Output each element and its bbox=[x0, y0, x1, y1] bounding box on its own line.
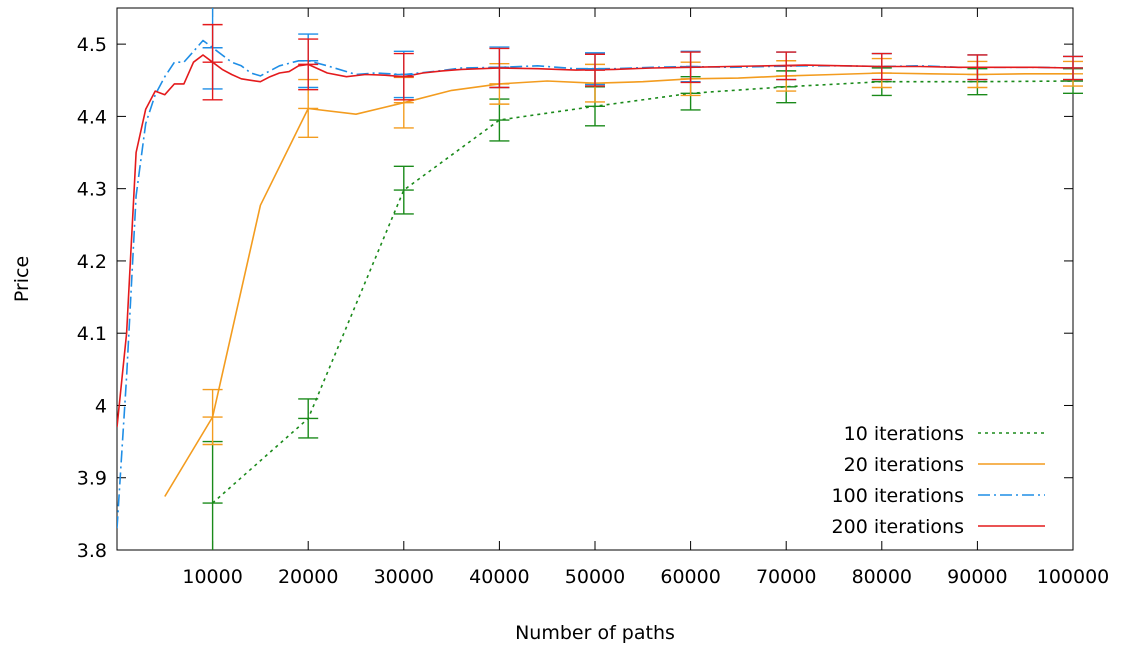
error-bar bbox=[298, 398, 319, 439]
y-tick-label: 4 bbox=[95, 395, 107, 417]
x-tick-label: 100000 bbox=[1037, 566, 1110, 588]
legend-label-1: 20 iterations bbox=[844, 454, 964, 476]
error-bar bbox=[967, 54, 988, 81]
x-axis-label: Number of paths bbox=[515, 622, 675, 644]
error-bar bbox=[680, 51, 701, 84]
legend-label-0: 10 iterations bbox=[844, 423, 964, 445]
y-tick-label: 4.3 bbox=[77, 179, 107, 201]
x-tick-label: 50000 bbox=[565, 566, 625, 588]
x-tick-label: 30000 bbox=[374, 566, 434, 588]
y-tick-label: 4.5 bbox=[77, 34, 107, 56]
error-bar bbox=[1063, 55, 1083, 81]
y-axis-label: Price bbox=[11, 256, 33, 302]
x-tick-label: 40000 bbox=[469, 566, 529, 588]
x-tick-label: 20000 bbox=[278, 566, 338, 588]
x-tick-label: 60000 bbox=[660, 566, 720, 588]
y-tick-label: 4.2 bbox=[77, 251, 107, 273]
x-tick-label: 90000 bbox=[947, 566, 1007, 588]
y-tick-label: 3.9 bbox=[77, 468, 107, 490]
legend-label-2: 100 iterations bbox=[832, 485, 964, 507]
x-axis: 10000 20000 30000 40000 50000 60000 70000 80000… bbox=[182, 8, 1109, 588]
series-line-0 bbox=[212, 80, 1073, 504]
error-bar bbox=[298, 38, 319, 91]
errorbar-layer bbox=[202, 8, 1083, 550]
x-tick-label: 80000 bbox=[852, 566, 912, 588]
y-tick-label: 4.4 bbox=[77, 106, 107, 128]
error-bar bbox=[393, 165, 414, 215]
legend-label-3: 200 iterations bbox=[832, 516, 964, 538]
y-tick-label: 4.1 bbox=[77, 323, 107, 345]
error-bar bbox=[202, 388, 223, 446]
x-tick-label: 10000 bbox=[182, 566, 242, 588]
x-tick-label: 70000 bbox=[756, 566, 816, 588]
series-line-1 bbox=[164, 72, 1073, 497]
y-axis: 3.8 3.9 4 4.1 4.2 4.3 4.4 4.5 bbox=[77, 34, 1073, 562]
error-bar bbox=[393, 52, 414, 101]
legend: 10 iterations 20 iterations 100 iterations… bbox=[832, 423, 1045, 538]
error-bar bbox=[489, 98, 510, 142]
error-bar bbox=[871, 52, 892, 81]
error-bar bbox=[585, 53, 605, 87]
error-bar bbox=[202, 23, 223, 101]
error-bar bbox=[202, 440, 223, 550]
error-bar bbox=[776, 51, 797, 81]
y-tick-label: 3.8 bbox=[77, 540, 107, 562]
error-bar bbox=[489, 47, 510, 89]
